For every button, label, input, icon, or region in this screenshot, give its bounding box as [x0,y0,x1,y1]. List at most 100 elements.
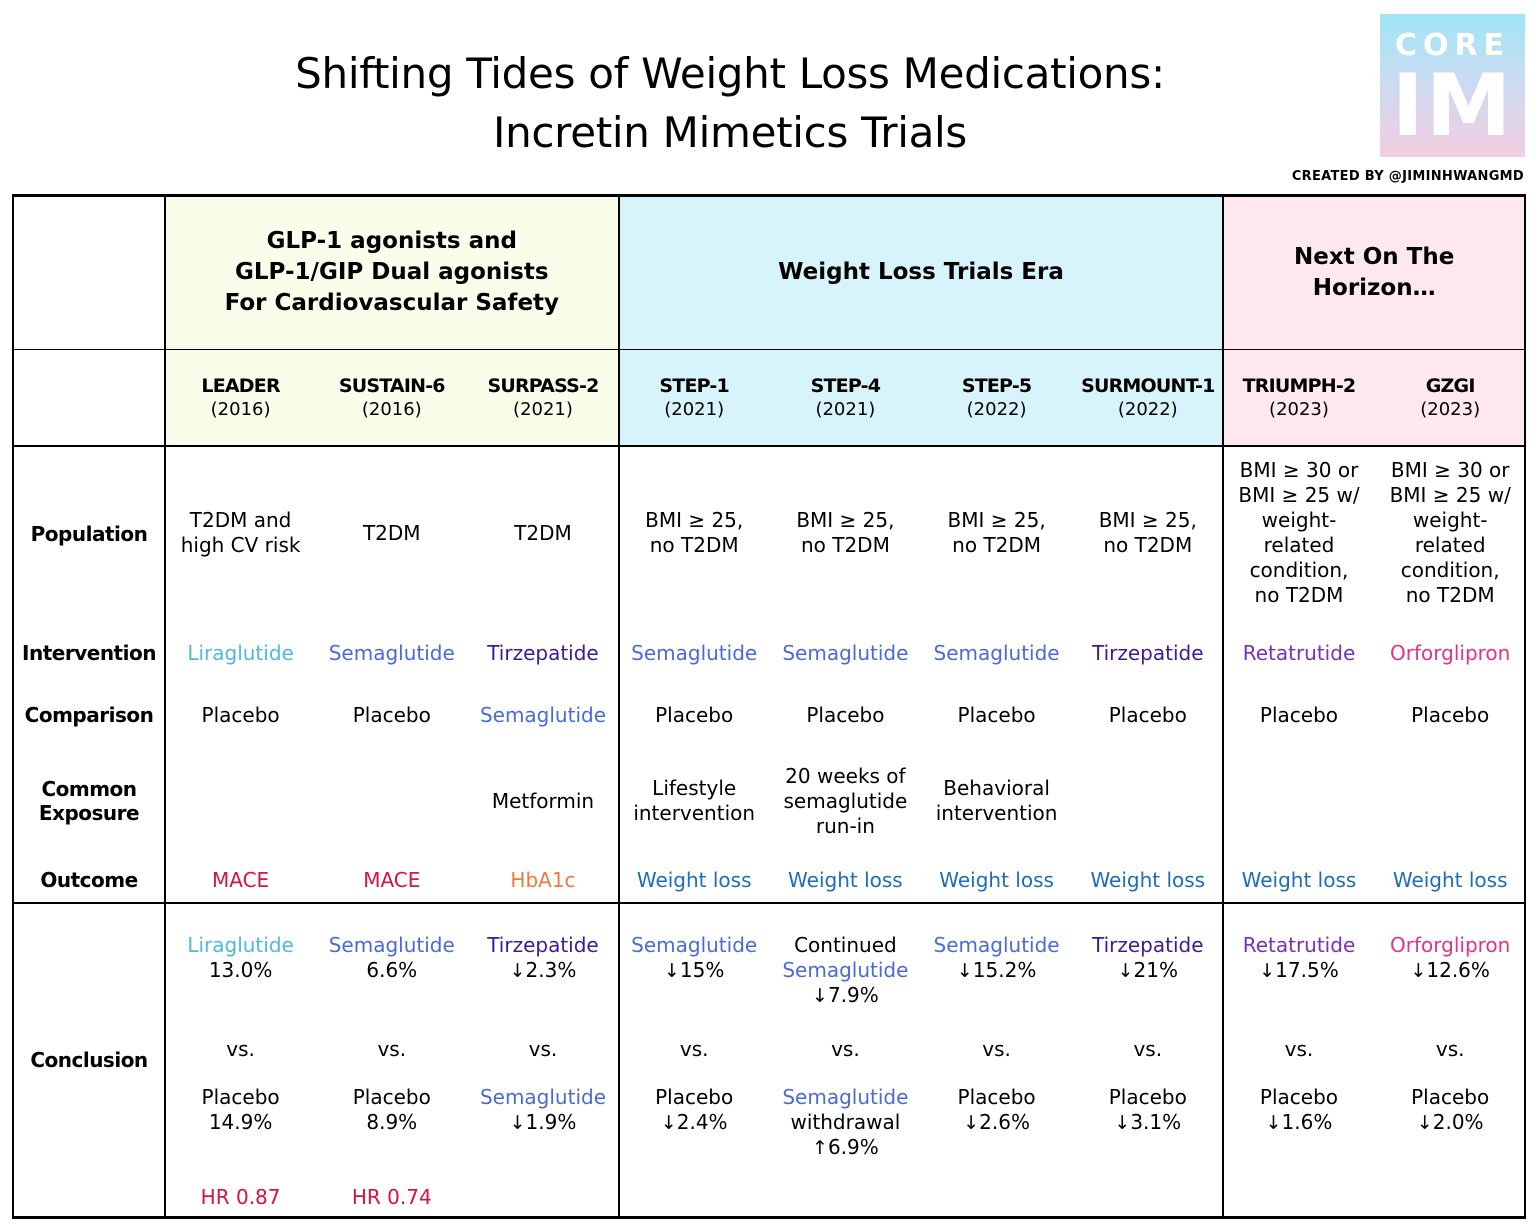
intervention-text: Semaglutide [631,640,758,665]
conclusion-comparator-block: Semaglutide withdrawal ↑6.9% [770,1085,921,1165]
row-label-text: Conclusion [30,1048,148,1072]
conclusion-vs: vs. [316,1036,467,1062]
trial-header: STEP-4 (2021) [770,349,921,446]
comparison-cell: Placebo [1223,684,1374,746]
hazard-ratio: HR 0.87 [165,1184,316,1210]
population-line: BMI ≥ 25, [1098,508,1197,532]
outcome-cell: Weight loss [921,850,1072,910]
vs-text: vs. [831,1036,860,1061]
vs-text: vs. [982,1036,1011,1061]
conclusion-drug: Tirzepatide [487,933,599,957]
value-text: 2.3% [525,958,577,982]
arrow-icon: ↓ [812,985,828,1007]
outcome-text: Weight loss [939,867,1054,892]
outcome-cell: HbA1c [467,850,618,910]
comparison-text: Placebo [806,702,885,727]
population-line: BMI ≥ 25 w/ [1389,483,1511,507]
conclusion-comparator-value: ↓2.4% [661,1110,728,1136]
comparison-cell: Placebo [1072,684,1223,746]
outcome-cell: Weight loss [770,850,921,910]
outcome-text: Weight loss [788,867,903,892]
value-text: 8.9% [366,1110,418,1134]
population-cell: T2DM and high CV risk [165,452,316,614]
arrow-icon: ↓ [660,1112,677,1134]
population-line: BMI ≥ 25 w/ [1238,483,1360,507]
intervention-cell: Retatrutide [1223,622,1374,684]
logo-text-bottom: IM [1391,56,1514,156]
conclusion-comparator: Placebo [352,1085,431,1109]
trial-name: SUSTAIN-6 [338,374,446,397]
vs-text: vs. [528,1036,558,1061]
outcome-cell: Weight loss [1072,850,1223,910]
trial-name: SURPASS-2 [487,374,599,397]
value-text: 1.9% [525,1110,577,1134]
population-cell: T2DM [467,452,618,614]
trial-year: (2016) [210,398,271,420]
comparison-text: Placebo [201,702,280,727]
conclusion-comparator-value: ↓3.1% [1114,1110,1181,1136]
conclusion-vs: vs. [1375,1036,1526,1062]
outcome-text: Weight loss [1392,867,1508,892]
trial-name: LEADER [201,374,280,397]
group-header-weight-loss: Weight Loss Trials Era [619,196,1224,349]
core-im-logo: CORE IM [1380,14,1525,157]
exposure-line: run-in [815,813,875,838]
conclusion-drug-value: 13.0% [209,958,273,983]
conclusion-drug-value: ↓17.5% [1259,958,1338,984]
trial-header: SUSTAIN-6 (2016) [316,349,467,446]
intervention-text: Semaglutide [933,640,1060,665]
population-line: BMI ≥ 25, [947,508,1046,532]
intervention-cell: Semaglutide [770,622,921,684]
common-exposure-cell: 20 weeks of semaglutide run-in [770,752,921,850]
value-text: 1.6% [1281,1110,1333,1134]
comparison-text: Semaglutide [479,702,607,727]
table-border-top [12,194,1526,197]
trial-header: SURPASS-2 (2021) [467,349,618,446]
value-text: 6.6% [366,958,418,982]
population-line: no T2DM [800,533,890,557]
population-line: related [1414,533,1486,557]
conclusion-drug-block: Liraglutide 13.0% [165,933,316,1013]
comparison-cell: Semaglutide [467,684,618,746]
row-label-common-exposure: Common Exposure [13,758,165,844]
conclusion-comparator: Placebo [1108,1085,1187,1109]
arrow-icon: ↓ [963,1112,980,1134]
arrow-icon: ↓ [1410,960,1427,982]
trial-name: SURMOUNT-1 [1081,374,1215,397]
group-header-horizon-line2: Horizon… [1312,274,1436,301]
conclusion-comparator-value: ↓2.6% [963,1110,1030,1136]
population-cell: BMI ≥ 25, no T2DM [770,452,921,614]
divider-group-1 [617,196,620,1217]
conclusion-drug: Liraglutide [187,933,294,957]
value-text: 2.0% [1432,1110,1484,1134]
conclusion-comparator-value: 8.9% [366,1110,417,1135]
conclusion-comparator: Placebo [1411,1085,1490,1109]
row-label-text: Intervention [22,641,156,665]
conclusion-comparator-value: ↑6.9% [812,1135,879,1161]
conclusion-drug-block: Tirzepatide ↓2.3% [467,933,618,1013]
population-cell: T2DM [316,452,467,614]
intervention-cell: Semaglutide [921,622,1072,684]
population-line: no T2DM [1405,583,1495,607]
population-line: condition, [1249,558,1349,582]
conclusion-comparator: Semaglutide [782,1085,909,1109]
row-label-conclusion: Conclusion [13,903,165,1217]
trial-year: (2022) [966,398,1027,420]
intervention-text: Tirzepatide [487,640,599,665]
comparison-cell: Placebo [316,684,467,746]
comparison-text: Placebo [352,702,431,727]
comparison-text: Placebo [957,702,1036,727]
common-exposure-cell: Behavioral intervention [921,752,1072,850]
group-bg-horizon [1223,196,1525,446]
comparison-text: Placebo [1411,702,1490,727]
outcome-cell: Weight loss [619,850,770,910]
conclusion-drug-block: Semaglutide 6.6% [316,933,467,1013]
population-line: no T2DM [952,533,1042,557]
conclusion-vs: vs. [165,1036,316,1062]
arrow-icon: ↑ [812,1137,828,1159]
conclusion-comparator: Semaglutide [479,1085,607,1109]
conclusion-vs: vs. [1223,1036,1374,1062]
conclusion-comparator-suffix: withdrawal [790,1110,901,1134]
conclusion-vs: vs. [467,1036,618,1062]
arrow-icon: ↓ [664,960,680,982]
